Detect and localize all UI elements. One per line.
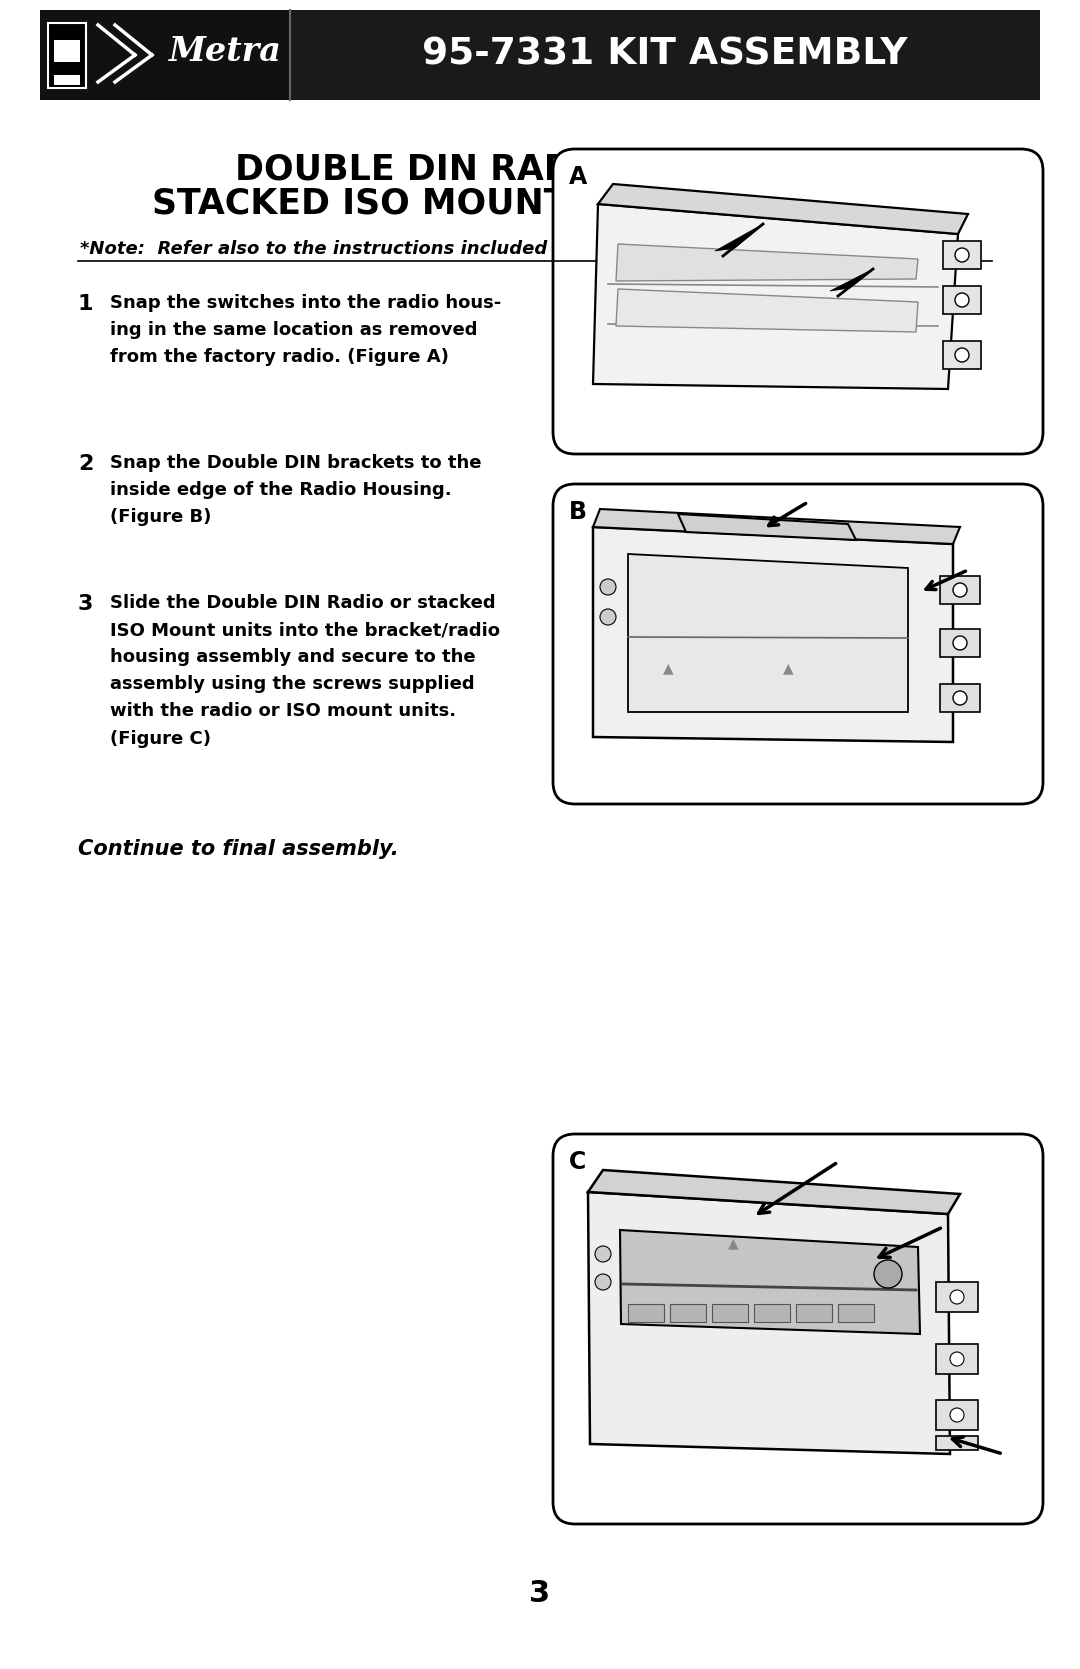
FancyBboxPatch shape	[553, 484, 1043, 804]
Polygon shape	[616, 244, 918, 280]
Polygon shape	[593, 509, 960, 544]
Circle shape	[950, 1290, 964, 1303]
Polygon shape	[831, 269, 873, 290]
Circle shape	[950, 1409, 964, 1422]
Circle shape	[953, 691, 967, 704]
Bar	[943, 340, 981, 369]
Text: 2: 2	[78, 454, 93, 474]
Bar	[940, 576, 980, 604]
Bar	[754, 1303, 789, 1322]
Text: 95-7331 KIT ASSEMBLY: 95-7331 KIT ASSEMBLY	[422, 37, 907, 73]
Bar	[838, 1303, 874, 1322]
Bar	[54, 75, 80, 85]
Circle shape	[874, 1260, 902, 1288]
Circle shape	[955, 249, 969, 262]
Text: *Note:  Refer also to the instructions included with the aftermarket radio.: *Note: Refer also to the instructions in…	[80, 240, 832, 259]
Bar	[936, 1435, 978, 1450]
Polygon shape	[627, 554, 908, 713]
Text: DOUBLE DIN RADIO PROVISION: DOUBLE DIN RADIO PROVISION	[234, 152, 846, 185]
Bar	[48, 23, 86, 88]
Text: C: C	[569, 1150, 586, 1173]
Bar	[796, 1303, 832, 1322]
Bar	[712, 1303, 748, 1322]
Text: 3: 3	[78, 594, 93, 614]
Circle shape	[955, 294, 969, 307]
Circle shape	[600, 579, 616, 596]
Polygon shape	[616, 289, 918, 332]
Text: Snap the Double DIN brackets to the
inside edge of the Radio Housing.
(Figure B): Snap the Double DIN brackets to the insi…	[110, 454, 482, 526]
Polygon shape	[678, 514, 856, 541]
Text: 1: 1	[78, 294, 94, 314]
Bar	[936, 1282, 978, 1312]
Bar	[54, 40, 80, 62]
Circle shape	[950, 1352, 964, 1365]
Text: Metra: Metra	[168, 35, 282, 68]
Polygon shape	[598, 184, 968, 234]
Bar	[670, 1303, 706, 1322]
FancyBboxPatch shape	[553, 1133, 1043, 1524]
Bar	[40, 10, 1040, 100]
Circle shape	[595, 1247, 611, 1262]
Text: Snap the switches into the radio hous-
ing in the same location as removed
from : Snap the switches into the radio hous- i…	[110, 294, 501, 366]
Circle shape	[953, 636, 967, 649]
Text: B: B	[569, 501, 588, 524]
Polygon shape	[593, 204, 958, 389]
Text: 3: 3	[529, 1579, 551, 1609]
Bar	[943, 285, 981, 314]
Text: ▲: ▲	[663, 661, 673, 674]
Polygon shape	[715, 224, 762, 250]
Text: Slide the Double DIN Radio or stacked
ISO Mount units into the bracket/radio
hou: Slide the Double DIN Radio or stacked IS…	[110, 594, 500, 748]
Bar	[936, 1400, 978, 1430]
Polygon shape	[620, 1230, 920, 1334]
Polygon shape	[588, 1170, 960, 1213]
Circle shape	[953, 582, 967, 598]
Circle shape	[595, 1273, 611, 1290]
Polygon shape	[588, 1192, 950, 1454]
Text: ▲: ▲	[783, 661, 794, 674]
Polygon shape	[593, 527, 953, 743]
Circle shape	[600, 609, 616, 624]
FancyBboxPatch shape	[553, 149, 1043, 454]
Bar	[940, 629, 980, 658]
Bar	[943, 240, 981, 269]
Text: ▲: ▲	[728, 1237, 739, 1250]
Bar	[936, 1344, 978, 1374]
Text: A: A	[569, 165, 588, 189]
Bar	[940, 684, 980, 713]
Text: Continue to final assembly.: Continue to final assembly.	[78, 840, 399, 860]
Circle shape	[955, 349, 969, 362]
Text: STACKED ISO MOUNT UNITS PROVISION: STACKED ISO MOUNT UNITS PROVISION	[151, 187, 929, 220]
Bar	[627, 1303, 664, 1322]
Bar	[40, 10, 291, 100]
